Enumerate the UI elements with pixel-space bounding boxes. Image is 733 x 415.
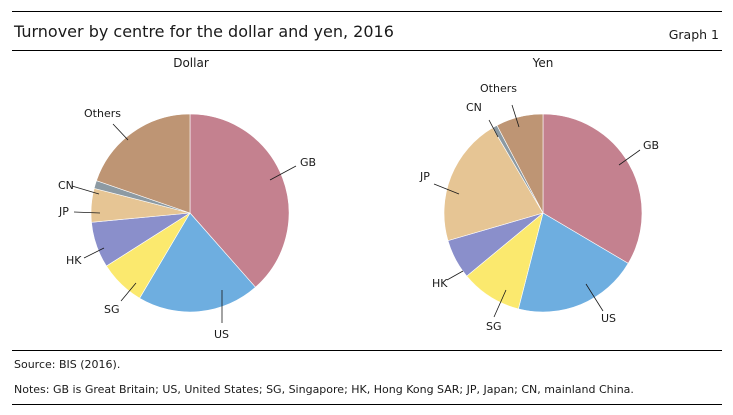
- pie-chart-dollar: GB US SG HK JP CN Others: [58, 107, 316, 341]
- slice-yen-us: [518, 212, 629, 313]
- slice-label-dollar-hk: HK: [66, 254, 82, 267]
- header-rule: [12, 50, 722, 51]
- leader-line-dollar-sg: [120, 282, 137, 302]
- slice-dollar-others: [96, 113, 191, 214]
- leader-line-dollar-jp: [73, 211, 101, 214]
- slice-label-yen-cn: CN: [466, 101, 482, 114]
- pie-charts: GB US SG HK JP CN Others GB US SG HK JP CN Others: [58, 82, 659, 341]
- leader-line-yen-gb: [618, 149, 641, 166]
- slice-label-yen-us: US: [601, 312, 616, 325]
- footer-rule: [12, 350, 722, 351]
- leader-line-dollar-hk: [83, 247, 105, 259]
- slice-label-yen-hk: HK: [432, 277, 448, 290]
- leader-line-dollar-others: [112, 123, 129, 141]
- notes-text: Notes: GB is Great Britain; US, United S…: [14, 383, 634, 396]
- source-note: Source: BIS (2016).: [14, 358, 121, 371]
- slice-dollar-gb: [189, 113, 290, 288]
- slice-label-dollar-jp: JP: [58, 205, 69, 218]
- leader-line-yen-others: [511, 104, 520, 128]
- slice-label-yen-others: Others: [480, 82, 517, 95]
- slice-yen-gb: [542, 113, 643, 264]
- pie-chart-yen: GB US SG HK JP CN Others: [419, 82, 659, 333]
- slice-label-dollar-others: Others: [84, 107, 121, 120]
- leader-line-dollar-cn: [71, 185, 100, 195]
- slice-dollar-us: [139, 212, 256, 313]
- slice-label-dollar-cn: CN: [58, 179, 74, 192]
- leader-line-yen-us: [585, 283, 604, 312]
- leader-line-dollar-gb: [269, 165, 297, 181]
- slice-yen-jp: [443, 127, 544, 241]
- chart-title: Turnover by centre for the dollar and ye…: [14, 22, 394, 41]
- leader-line-yen-jp: [433, 183, 460, 195]
- slice-label-yen-sg: SG: [486, 320, 502, 333]
- top-rule: [12, 11, 722, 12]
- slice-label-dollar-sg: SG: [104, 303, 120, 316]
- slice-label-dollar-us: US: [214, 328, 229, 341]
- leader-line-yen-hk: [446, 270, 464, 281]
- panel-title-yen: Yen: [532, 56, 554, 70]
- slice-label-yen-jp: JP: [419, 170, 430, 183]
- slice-yen-others: [496, 113, 544, 214]
- slice-label-yen-gb: GB: [643, 139, 659, 152]
- bottom-rule: [12, 404, 722, 405]
- leader-line-yen-sg: [493, 289, 507, 318]
- leader-line-yen-cn: [488, 119, 499, 138]
- graph-number: Graph 1: [668, 27, 719, 42]
- panel-title-dollar: Dollar: [173, 56, 209, 70]
- slice-label-dollar-gb: GB: [300, 156, 316, 169]
